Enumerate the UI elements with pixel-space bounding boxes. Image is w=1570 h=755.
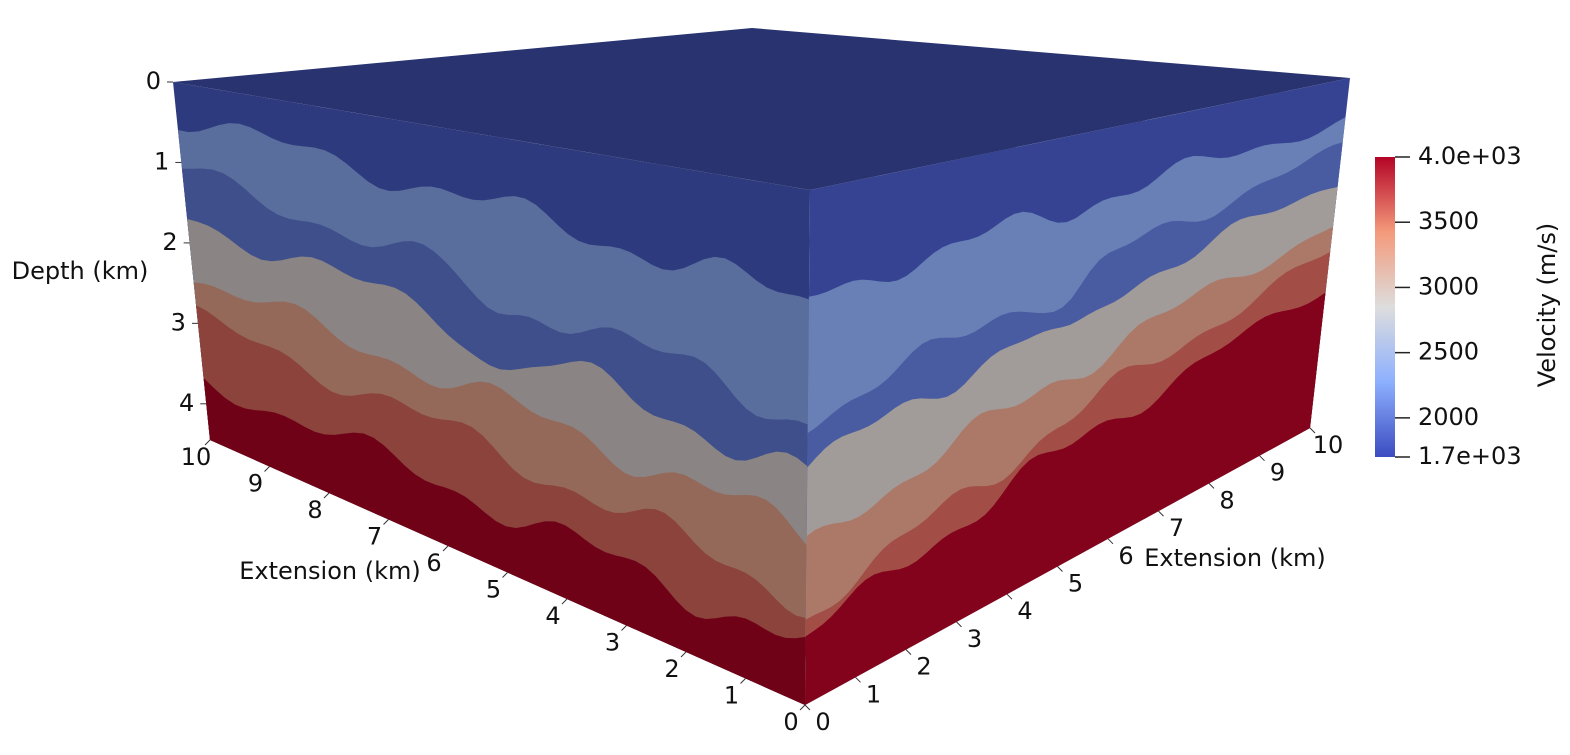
x-tick <box>264 466 270 472</box>
y-tick-label: 5 <box>1068 570 1083 598</box>
x-tick <box>740 678 746 684</box>
y-tick <box>1259 455 1265 462</box>
x-tick-label: 3 <box>605 629 620 657</box>
x-tick-label: 1 <box>724 682 739 710</box>
x-tick <box>204 439 211 446</box>
y-tick-label: 9 <box>1270 459 1285 487</box>
x-tick-label: 10 <box>181 443 212 471</box>
y-tick <box>1006 593 1013 600</box>
y-tick <box>855 676 861 683</box>
y-tick <box>1208 483 1215 489</box>
depth-tick-label: 4 <box>179 389 194 417</box>
y-axis-label: Extension (km) <box>1144 544 1325 572</box>
y-tick <box>956 621 962 628</box>
x-tick <box>442 545 449 552</box>
x-tick-label: 0 <box>783 708 798 736</box>
y-tick-label: 4 <box>1017 597 1032 625</box>
y-tick <box>1309 427 1316 434</box>
x-tick <box>561 598 568 605</box>
y-tick-label: 6 <box>1118 542 1133 570</box>
x-tick-label: 4 <box>545 602 560 630</box>
x-tick-label: 7 <box>367 523 382 551</box>
colorbar-tick-label: 4.0e+03 <box>1418 142 1522 170</box>
right-face-layer <box>805 292 1326 705</box>
x-tick-label: 9 <box>248 470 263 498</box>
top-face <box>173 28 1350 190</box>
depth-tick-label: 3 <box>171 308 186 336</box>
colorbar-tick-label: 3000 <box>1418 272 1479 300</box>
y-tick-label: 0 <box>815 708 830 736</box>
y-tick <box>1158 510 1164 517</box>
x-tick <box>680 651 687 658</box>
x-tick <box>621 625 627 631</box>
colorbar-tick-label: 3500 <box>1418 207 1479 235</box>
colorbar-tick-label: 2000 <box>1418 403 1479 431</box>
x-tick <box>383 519 389 525</box>
x-tick-label: 2 <box>664 655 679 683</box>
y-tick <box>1107 538 1114 545</box>
colorbar <box>1375 157 1395 457</box>
y-tick-label: 7 <box>1169 514 1184 542</box>
x-axis-label: Extension (km) <box>239 557 420 585</box>
x-tick <box>502 572 508 578</box>
left-face-layer <box>203 377 806 705</box>
x-tick-label: 8 <box>307 496 322 524</box>
depth-tick-label: 0 <box>146 67 161 95</box>
y-tick-label: 2 <box>916 653 931 681</box>
y-tick-label: 10 <box>1313 431 1344 459</box>
y-tick-label: 8 <box>1219 486 1234 514</box>
depth-axis-label: Depth (km) <box>12 257 149 285</box>
x-tick-label: 5 <box>486 576 501 604</box>
y-tick-label: 1 <box>866 680 881 708</box>
colorbar-title: Velocity (m/s) <box>1533 223 1561 387</box>
y-tick <box>804 704 811 711</box>
x-tick <box>799 704 806 711</box>
y-tick-label: 3 <box>967 625 982 653</box>
depth-tick-label: 2 <box>162 228 177 256</box>
colorbar-tick-label: 1.7e+03 <box>1418 442 1522 470</box>
depth-tick-label: 1 <box>154 147 169 175</box>
x-tick <box>323 492 330 499</box>
y-tick <box>905 649 912 655</box>
x-tick-label: 6 <box>426 549 441 577</box>
y-tick <box>1057 566 1063 572</box>
colorbar-tick-label: 2500 <box>1418 338 1479 366</box>
